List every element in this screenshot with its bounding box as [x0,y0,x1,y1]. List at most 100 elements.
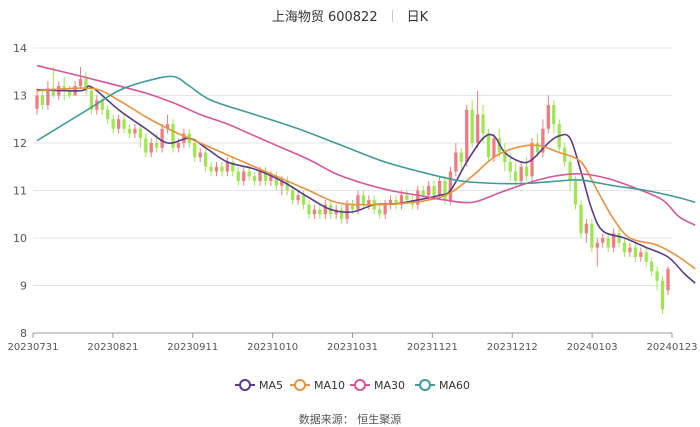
candle-body [552,105,556,124]
candle-body [127,128,132,134]
y-tick-label: 8 [20,327,27,340]
x-tick-label: 20231212 [487,342,538,353]
title-separator [391,10,393,22]
candle-body [617,233,621,243]
candle-body [274,176,278,186]
legend-label-ma60: MA60 [439,379,470,392]
candle-body [448,171,453,200]
candle-body [443,181,447,200]
candle-body [427,185,431,196]
candle-body [46,88,50,105]
candle-body [459,152,463,162]
candle-body [350,204,355,210]
x-tick-label: 20230821 [87,342,138,353]
candle-body [116,119,121,129]
candle-body [601,238,605,243]
candle-body [40,95,45,105]
candle-body [644,252,648,262]
candle-body [111,119,115,129]
x-tick-label: 20230731 [8,342,59,353]
candle-body [584,223,589,234]
candle-body [339,209,344,219]
candle-body [291,190,295,200]
candle-body [367,200,371,205]
y-tick-label: 10 [13,232,27,245]
candle-body [160,128,164,148]
data-source: 数据来源： 恒生聚源 [298,413,402,426]
candle-body [486,133,491,158]
candle-body [405,195,409,200]
candle-body [519,166,523,181]
candle-body [252,176,257,181]
legend-label-ma10: MA10 [314,379,345,392]
candle-body [203,152,208,167]
candle-body [209,166,213,172]
candle-body [318,209,322,215]
candle-body [383,204,387,215]
legend-marker-ma60 [419,379,431,391]
candle-body [198,152,202,158]
candle-body [67,90,72,96]
candle-body [421,190,425,196]
y-tick-label: 14 [13,42,27,55]
x-tick-label: 20231010 [247,342,298,353]
candle-body [323,204,327,215]
candle-body [171,124,175,148]
candle-body [660,280,665,310]
candle-body [334,209,338,215]
x-tick-label: 20240103 [567,342,618,353]
candle-body [611,233,616,248]
candle-body [78,78,83,86]
x-tick-label: 20231121 [407,342,458,353]
candle-body [138,128,142,139]
candle-body [84,78,88,91]
candle-body [568,162,572,181]
candle-body [361,195,366,205]
y-tick-label: 9 [20,280,27,293]
x-tick-label: 20240123 [647,342,698,353]
candle-body [258,171,262,181]
candle-body [579,204,583,234]
candle-body [165,124,170,129]
candle-body [242,171,246,181]
candle-body [95,100,99,110]
candle-body [628,247,632,253]
candle-body [465,109,469,162]
candle-body [225,162,230,172]
candle-body [622,242,627,253]
candle-body [378,209,382,215]
y-tick-label: 12 [13,137,27,150]
candle-body [231,162,235,172]
candle-body [312,209,317,215]
period-label: 日K [406,10,429,25]
legend-marker-ma30 [354,379,366,391]
candle-body [122,119,126,129]
y-tick-label: 11 [13,185,27,198]
stock-name: 上海物贸 600822 [271,10,378,25]
candle-body [285,181,289,191]
candle-body [573,181,578,205]
candle-body [144,138,148,153]
candle-body [176,143,181,148]
ma-line-ma60 [36,75,696,204]
candle-body [514,171,518,181]
candle-body [606,238,610,248]
candle-body [650,261,654,272]
candle-body [214,166,219,172]
candle-body [89,90,94,110]
candle-body [220,166,224,172]
candle-body [508,162,512,172]
candle-body [133,128,137,134]
candle-body [541,128,545,153]
candle-body [481,114,485,134]
candle-body [236,171,240,181]
candle-body [269,176,273,181]
ma-line-ma30 [36,64,696,226]
candle-body [655,271,659,281]
candle-body [470,109,474,143]
candle-body [280,181,284,186]
legend-label-ma30: MA30 [374,379,405,392]
candle-body [155,143,159,148]
